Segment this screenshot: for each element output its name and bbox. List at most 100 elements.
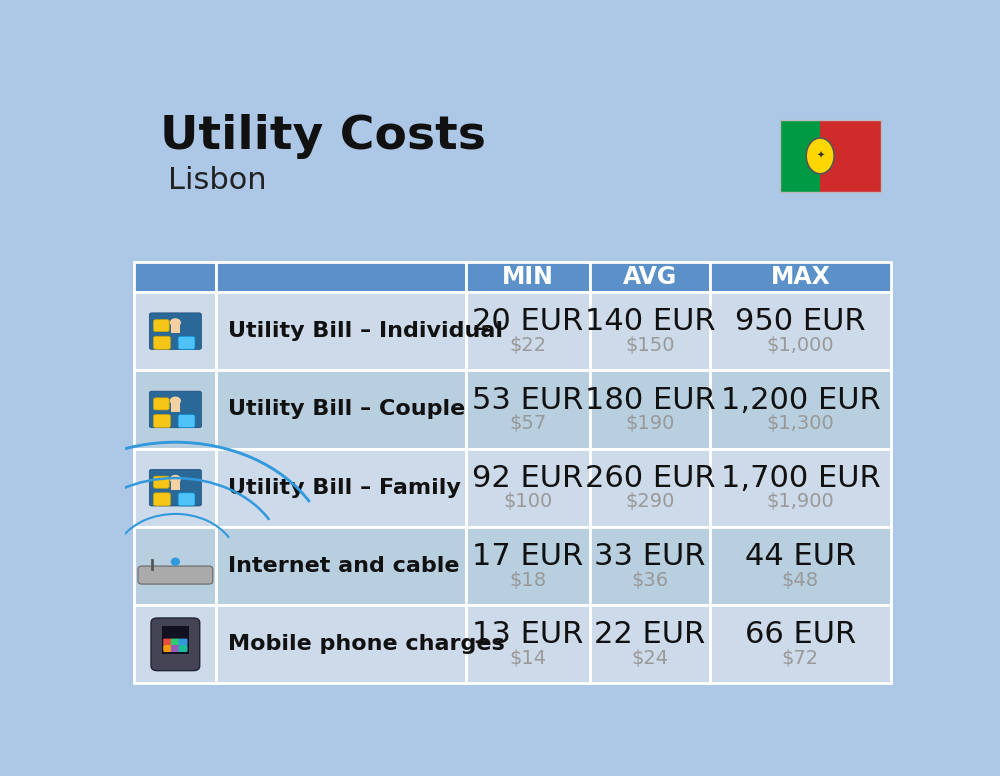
Text: MAX: MAX (770, 265, 830, 289)
Text: 180 EUR: 180 EUR (585, 386, 715, 414)
Text: 22 EUR: 22 EUR (594, 621, 706, 650)
FancyBboxPatch shape (134, 527, 216, 605)
FancyBboxPatch shape (134, 262, 216, 292)
Text: 140 EUR: 140 EUR (585, 307, 715, 336)
FancyBboxPatch shape (710, 605, 891, 684)
Text: 950 EUR: 950 EUR (735, 307, 866, 336)
FancyBboxPatch shape (154, 476, 169, 488)
Text: 17 EUR: 17 EUR (472, 542, 584, 571)
FancyBboxPatch shape (149, 313, 201, 349)
Text: $150: $150 (625, 336, 675, 355)
Text: AVG: AVG (623, 265, 677, 289)
Text: $24: $24 (632, 649, 669, 668)
FancyBboxPatch shape (149, 391, 201, 428)
FancyBboxPatch shape (466, 292, 590, 370)
Text: $57: $57 (509, 414, 547, 433)
Text: Utility Bill – Family: Utility Bill – Family (228, 478, 461, 497)
FancyBboxPatch shape (151, 618, 200, 670)
FancyBboxPatch shape (171, 324, 180, 334)
FancyBboxPatch shape (216, 292, 466, 370)
FancyBboxPatch shape (590, 605, 710, 684)
FancyBboxPatch shape (138, 566, 213, 584)
FancyBboxPatch shape (154, 398, 169, 410)
Text: $36: $36 (632, 570, 669, 590)
Text: 92 EUR: 92 EUR (472, 464, 584, 493)
FancyBboxPatch shape (710, 370, 891, 449)
FancyBboxPatch shape (178, 645, 188, 652)
FancyBboxPatch shape (466, 262, 590, 292)
FancyBboxPatch shape (171, 639, 180, 646)
Text: Utility Costs: Utility Costs (160, 114, 486, 159)
FancyBboxPatch shape (154, 493, 170, 506)
Text: 44 EUR: 44 EUR (745, 542, 856, 571)
FancyBboxPatch shape (162, 626, 189, 654)
FancyBboxPatch shape (710, 527, 891, 605)
FancyBboxPatch shape (590, 449, 710, 527)
FancyBboxPatch shape (178, 493, 195, 506)
FancyBboxPatch shape (171, 402, 180, 411)
Ellipse shape (170, 397, 181, 405)
FancyBboxPatch shape (710, 292, 891, 370)
Text: $22: $22 (509, 336, 547, 355)
Ellipse shape (806, 138, 834, 174)
Text: $100: $100 (503, 492, 553, 511)
FancyBboxPatch shape (466, 370, 590, 449)
Text: 53 EUR: 53 EUR (472, 386, 584, 414)
FancyBboxPatch shape (710, 262, 891, 292)
Text: 1,200 EUR: 1,200 EUR (721, 386, 880, 414)
FancyBboxPatch shape (216, 370, 466, 449)
FancyBboxPatch shape (216, 449, 466, 527)
Text: Lisbon: Lisbon (168, 166, 266, 195)
Text: $72: $72 (782, 649, 819, 668)
Text: Mobile phone charges: Mobile phone charges (228, 634, 505, 654)
FancyBboxPatch shape (216, 262, 466, 292)
FancyBboxPatch shape (154, 336, 170, 349)
FancyBboxPatch shape (134, 292, 216, 370)
Text: Utility Bill – Couple: Utility Bill – Couple (228, 400, 465, 420)
FancyBboxPatch shape (178, 414, 195, 428)
Text: $18: $18 (509, 570, 547, 590)
Text: $1,900: $1,900 (767, 492, 834, 511)
Text: $1,000: $1,000 (767, 336, 834, 355)
Text: MIN: MIN (502, 265, 554, 289)
Ellipse shape (170, 475, 181, 483)
Text: $14: $14 (509, 649, 547, 668)
Text: ✦: ✦ (816, 151, 824, 161)
Text: $190: $190 (625, 414, 675, 433)
FancyBboxPatch shape (590, 527, 710, 605)
FancyBboxPatch shape (820, 120, 881, 192)
FancyBboxPatch shape (149, 469, 201, 506)
Text: $290: $290 (625, 492, 675, 511)
FancyBboxPatch shape (466, 527, 590, 605)
FancyBboxPatch shape (216, 527, 466, 605)
FancyBboxPatch shape (710, 449, 891, 527)
FancyBboxPatch shape (171, 645, 180, 652)
Ellipse shape (170, 318, 181, 327)
Text: $1,300: $1,300 (767, 414, 834, 433)
FancyBboxPatch shape (163, 645, 172, 652)
Text: 33 EUR: 33 EUR (594, 542, 706, 571)
Ellipse shape (171, 557, 180, 566)
FancyBboxPatch shape (466, 605, 590, 684)
Text: Utility Bill – Individual: Utility Bill – Individual (228, 321, 503, 341)
Text: 66 EUR: 66 EUR (745, 621, 856, 650)
Text: 20 EUR: 20 EUR (472, 307, 584, 336)
FancyBboxPatch shape (466, 449, 590, 527)
Text: 13 EUR: 13 EUR (472, 621, 584, 650)
FancyBboxPatch shape (780, 120, 820, 192)
FancyBboxPatch shape (154, 320, 169, 331)
FancyBboxPatch shape (134, 605, 216, 684)
FancyBboxPatch shape (178, 639, 188, 646)
Text: $48: $48 (782, 570, 819, 590)
FancyBboxPatch shape (590, 370, 710, 449)
FancyBboxPatch shape (216, 605, 466, 684)
FancyBboxPatch shape (178, 336, 195, 349)
FancyBboxPatch shape (590, 262, 710, 292)
FancyBboxPatch shape (171, 480, 180, 490)
FancyBboxPatch shape (590, 292, 710, 370)
Text: 260 EUR: 260 EUR (585, 464, 715, 493)
FancyBboxPatch shape (134, 449, 216, 527)
Text: 1,700 EUR: 1,700 EUR (721, 464, 880, 493)
FancyBboxPatch shape (154, 414, 170, 428)
FancyBboxPatch shape (163, 639, 172, 646)
